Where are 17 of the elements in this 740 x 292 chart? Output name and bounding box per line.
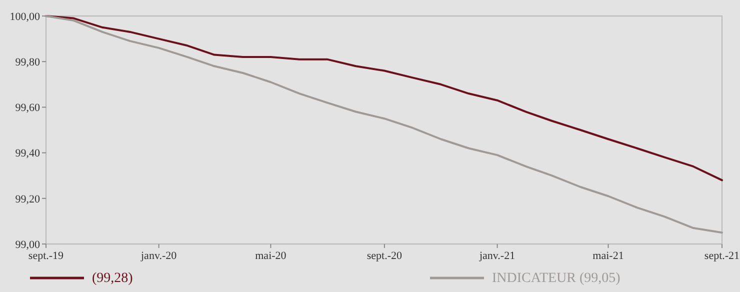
line-series	[45, 15, 723, 182]
x-tick-label: janv.-21	[478, 250, 516, 262]
x-tick-label: sept.-21	[704, 250, 740, 262]
x-tick-label: mai-20	[255, 250, 287, 262]
legend-label: INDICATEUR (99,05)	[492, 271, 621, 286]
y-tick-label: 100,00	[10, 10, 40, 23]
y-tick-label: 99,60	[15, 102, 40, 114]
y-tick-label: 99,80	[15, 56, 40, 68]
y-tick-label: 99,20	[15, 193, 40, 206]
legend-label: (99,28)	[92, 271, 134, 286]
x-tick-label: janv.-20	[140, 250, 178, 262]
x-tick-label: sept.-19	[28, 250, 64, 262]
x-tick-label: sept.-20	[366, 250, 403, 262]
y-tick-label: 99,00	[15, 238, 40, 251]
y-tick-label: 99,40	[15, 148, 40, 160]
x-tick-label: mai-21	[592, 250, 624, 262]
line-series	[45, 15, 723, 234]
